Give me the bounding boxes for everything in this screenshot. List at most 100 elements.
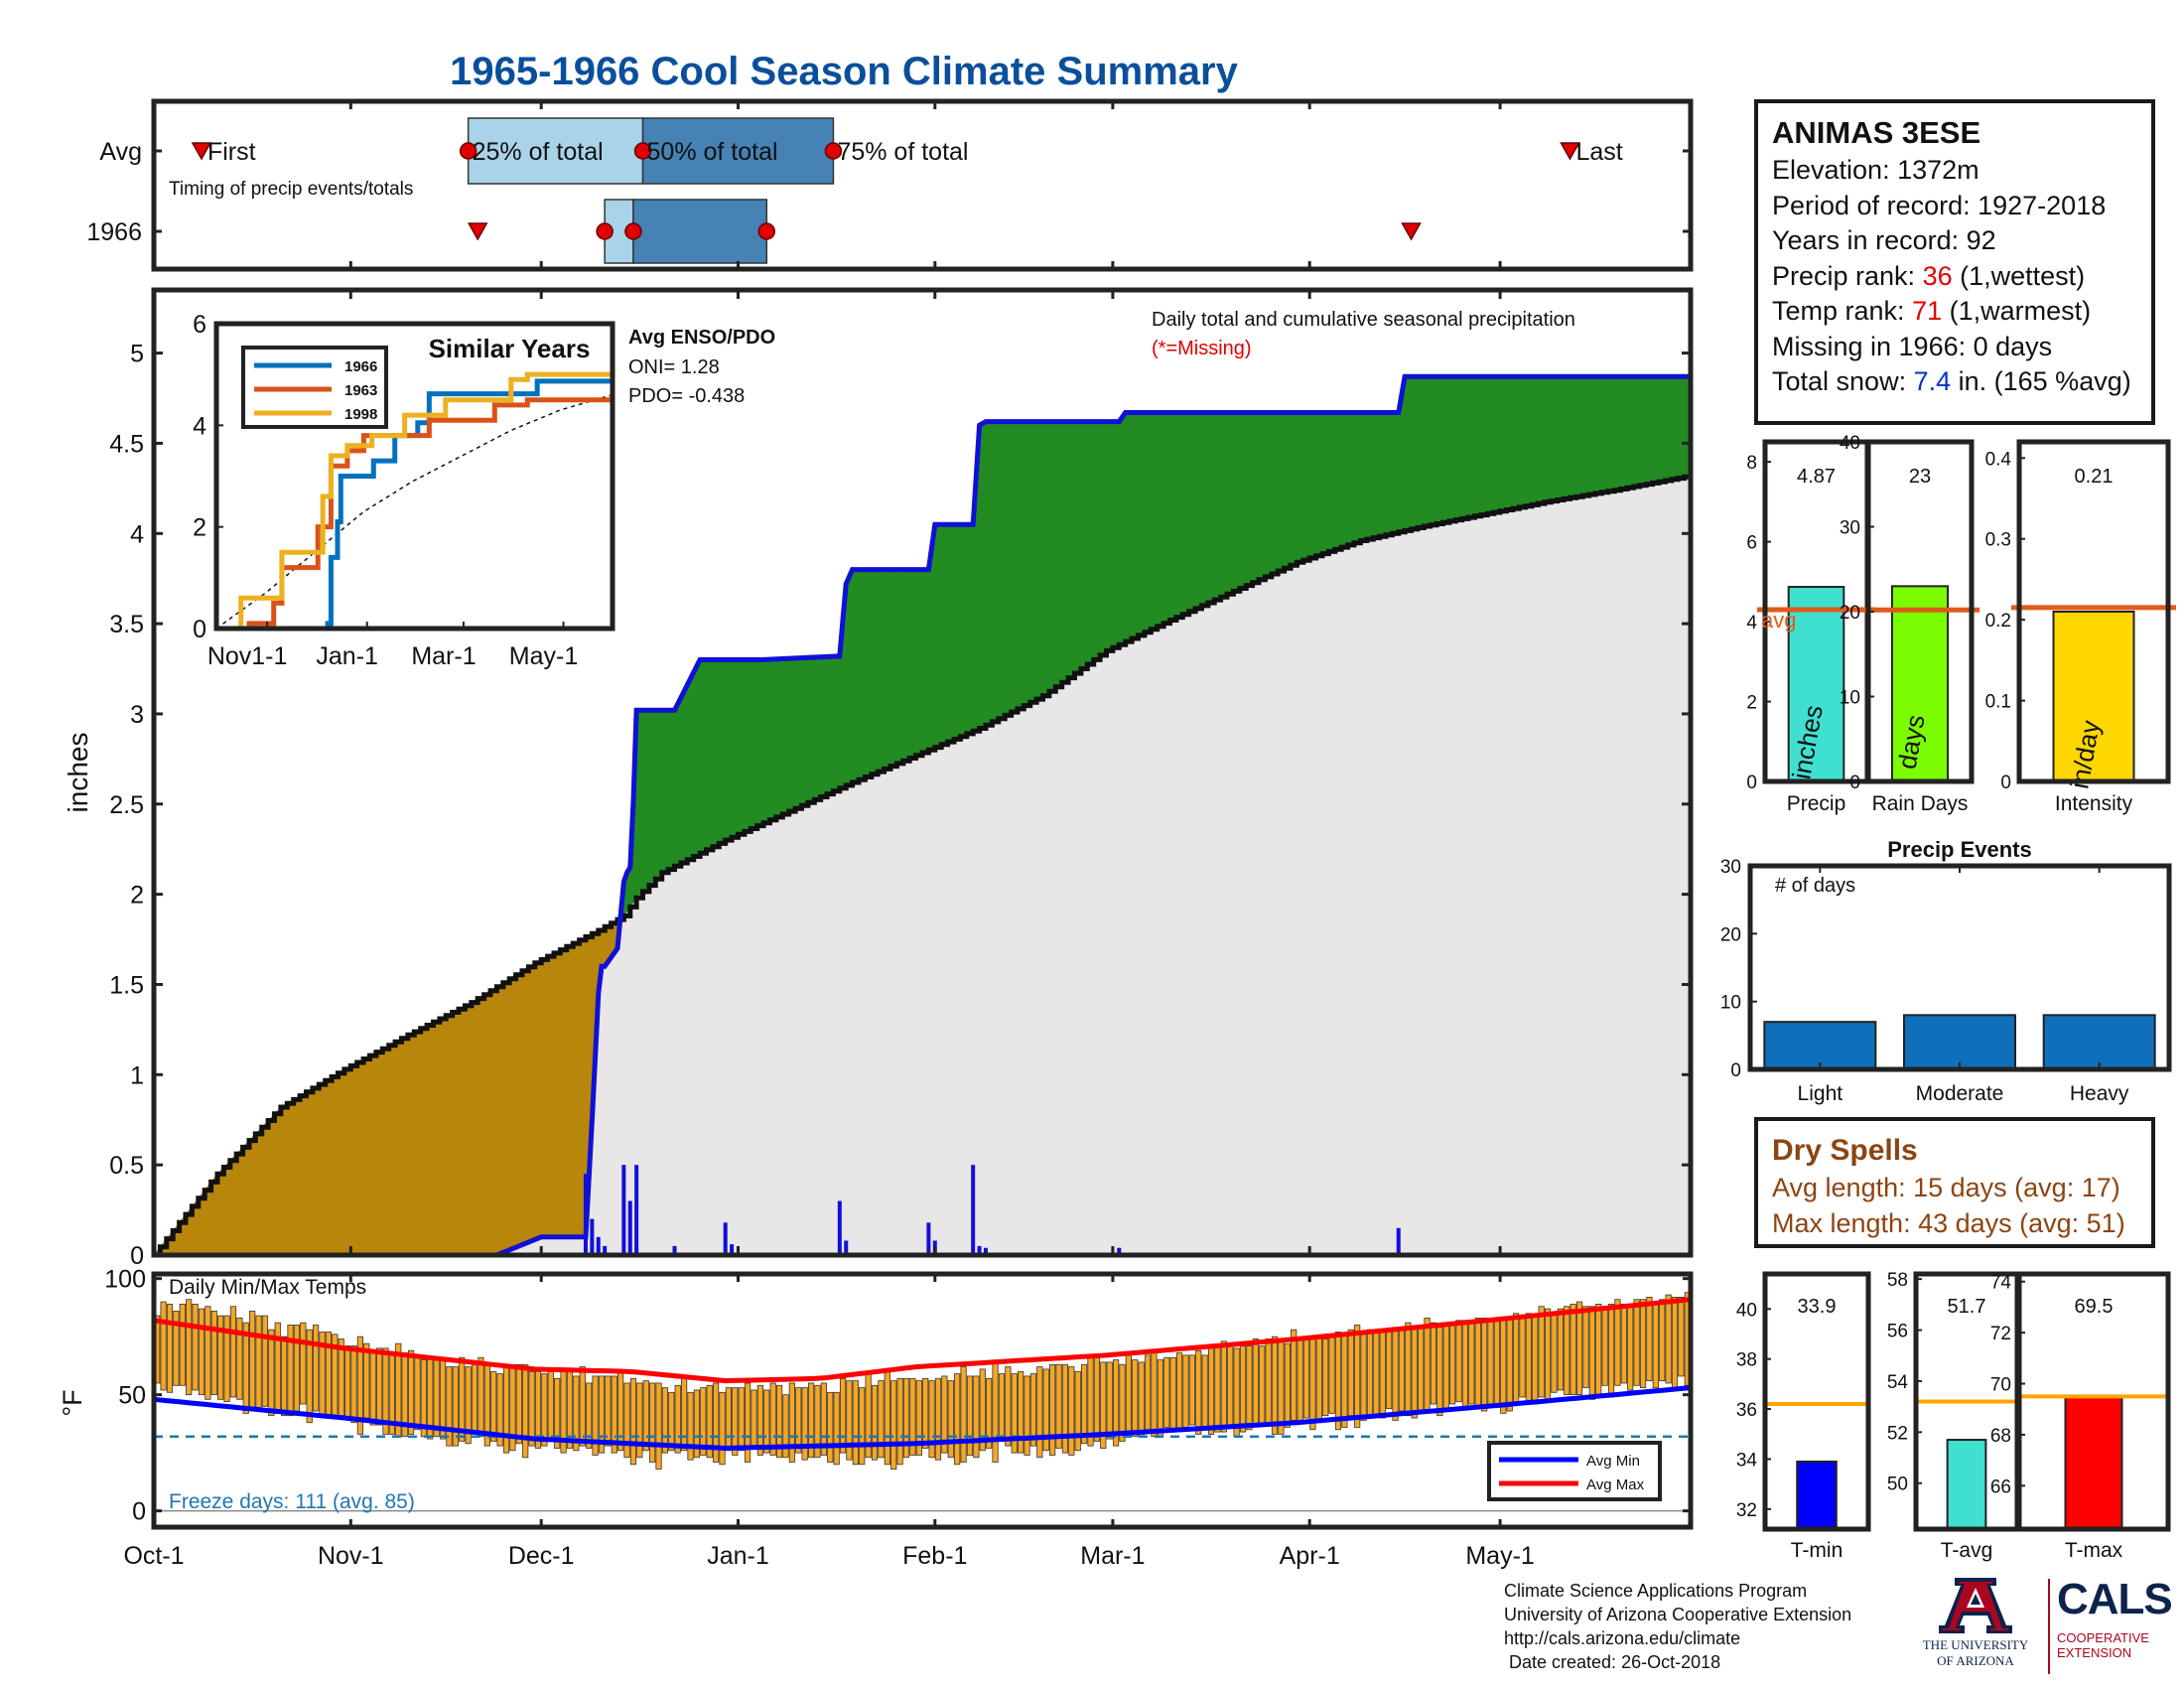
- daily-temp-bar: [1297, 1338, 1303, 1421]
- temp-legend-box: [1487, 1441, 1662, 1501]
- daily-temp-bar: [1659, 1299, 1666, 1382]
- inset-x-tick-label: May-1: [509, 642, 578, 670]
- daily-temp-bar: [871, 1384, 879, 1461]
- daily-temp-bar: [1379, 1329, 1386, 1419]
- season-y-tick-label: 8: [1746, 453, 1757, 474]
- daily-temp-bar: [1347, 1329, 1354, 1417]
- season-y-tick-label: 6: [1746, 533, 1757, 554]
- daily-temp-bar: [859, 1387, 866, 1466]
- daily-temp-bar: [896, 1377, 903, 1466]
- daily-temp-bar: [490, 1370, 497, 1442]
- daily-temp-bar: [459, 1356, 466, 1442]
- daily-temp-bar: [1455, 1320, 1462, 1403]
- daily-precip-bar: [621, 1165, 626, 1255]
- average-cumulative-line: [154, 474, 1694, 1258]
- daily-temp-bar: [433, 1356, 440, 1438]
- daily-temp-bar: [242, 1322, 249, 1414]
- daily-temp-bar: [1005, 1366, 1012, 1447]
- daily-temp-bar: [1024, 1375, 1030, 1456]
- ua-a-icon: [1939, 1578, 2012, 1633]
- daily-temp-bar: [1175, 1352, 1183, 1431]
- temp-rank-value: 71: [1912, 296, 1943, 326]
- page-title: 1965-1966 Cool Season Climate Summary: [450, 50, 1238, 93]
- daily-temp-bar: [1424, 1318, 1431, 1412]
- timing-marker-p50-avg: [633, 142, 652, 160]
- timing-label-first: First: [207, 138, 256, 166]
- daily-temp-bar: [693, 1389, 701, 1459]
- daily-temp-bar: [1398, 1327, 1406, 1412]
- daily-temp-bar: [1100, 1361, 1107, 1449]
- daily-temp-bar: [655, 1382, 662, 1470]
- daily-temp-bar: [1525, 1313, 1532, 1405]
- daily-temp-bar: [598, 1375, 606, 1454]
- events-frame: [1747, 863, 2172, 1072]
- daily-temp-bar: [1449, 1322, 1456, 1405]
- daily-temp-bar: [1271, 1336, 1279, 1435]
- timing-label-last: Last: [1575, 138, 1622, 166]
- daily-precip-bar: [844, 1240, 849, 1255]
- daily-temp-bar: [1575, 1301, 1583, 1396]
- daily-temp-bar: [986, 1377, 993, 1449]
- daily-temp-bar: [1201, 1354, 1208, 1431]
- daily-temp-bar: [160, 1301, 167, 1391]
- daily-temp-bar: [1138, 1361, 1145, 1438]
- main-plot-frame: [151, 287, 1694, 1258]
- daily-temp-bar: [1284, 1342, 1291, 1428]
- daily-temp-bar: [1291, 1329, 1297, 1421]
- temp-y-tick-label: 100: [104, 1266, 146, 1294]
- daily-precip-bar: [634, 1165, 639, 1255]
- daily-temp-bar: [1265, 1338, 1272, 1426]
- daily-temp-bar: [592, 1375, 599, 1456]
- daily-temp-bar: [573, 1375, 580, 1452]
- daily-temp-bar: [1322, 1338, 1329, 1417]
- daily-temp-bar: [725, 1387, 732, 1452]
- avg-min-line: [153, 1385, 1692, 1452]
- season-temp-y-tick-label: 52: [1887, 1423, 1908, 1444]
- season-value-label: 0.21: [2075, 466, 2114, 488]
- daily-temp-bar: [1506, 1318, 1513, 1412]
- cals-logo-text: CALS: [2057, 1575, 2173, 1623]
- x-axis-date-label: Dec-1: [508, 1542, 575, 1570]
- daily-temp-bar: [554, 1377, 561, 1449]
- main-annotation: Daily total and cumulative seasonal prec…: [1152, 309, 1575, 331]
- daily-temp-bar: [1144, 1354, 1152, 1431]
- daily-temp-bar: [1639, 1299, 1647, 1389]
- x-axis-date-label: Feb-1: [902, 1542, 967, 1570]
- daily-temp-bar: [1582, 1306, 1589, 1389]
- daily-temp-bar: [992, 1361, 999, 1463]
- daily-temp-bar: [706, 1384, 713, 1459]
- daily-temp-bar: [1354, 1325, 1361, 1428]
- season-temp-y-tick-label: 40: [1736, 1300, 1757, 1321]
- snow-prefix: Total snow:: [1772, 366, 1914, 396]
- daily-temp-bar: [261, 1315, 269, 1407]
- precip-rank-suffix: (1,wettest): [1952, 260, 2086, 291]
- season-y-tick-label: 0.3: [1985, 530, 2011, 551]
- daily-temp-bar: [547, 1368, 554, 1440]
- inset-series-line: [216, 378, 613, 632]
- daily-temp-bar: [878, 1380, 885, 1459]
- footer-line-3: http://cals.arizona.edu/climate: [1504, 1628, 1741, 1648]
- daily-temp-bar: [1036, 1366, 1043, 1459]
- daily-temp-bar: [186, 1299, 193, 1396]
- daily-temp-bar: [1302, 1336, 1310, 1419]
- timing-box-light-avg: [467, 117, 644, 185]
- daily-temp-bar: [1468, 1320, 1475, 1405]
- daily-temp-bar: [382, 1347, 389, 1435]
- footer-line-2: University of Arizona Cooperative Extens…: [1504, 1605, 1852, 1624]
- season-value-label: 23: [1909, 466, 1931, 488]
- daily-precip-bar: [590, 1218, 595, 1255]
- daily-temp-bar: [363, 1342, 370, 1419]
- daily-temp-bar: [1207, 1347, 1215, 1435]
- precip-event-bar-heavy: [2042, 1014, 2156, 1070]
- daily-temp-bar: [833, 1391, 840, 1466]
- precip-event-category-label: Moderate: [1916, 1082, 2004, 1105]
- daily-temp-bar: [236, 1318, 243, 1400]
- daily-temp-bar: [1532, 1315, 1539, 1405]
- ua-logo-line-1: THE UNIVERSITY: [1922, 1637, 2029, 1652]
- daily-temp-bar: [1074, 1370, 1081, 1452]
- daily-temp-bar: [1029, 1373, 1037, 1447]
- season-temp-y-tick-label: 54: [1887, 1372, 1909, 1393]
- daily-temp-bar: [1493, 1320, 1500, 1407]
- season-temp-value-label: 69.5: [2075, 1296, 2114, 1318]
